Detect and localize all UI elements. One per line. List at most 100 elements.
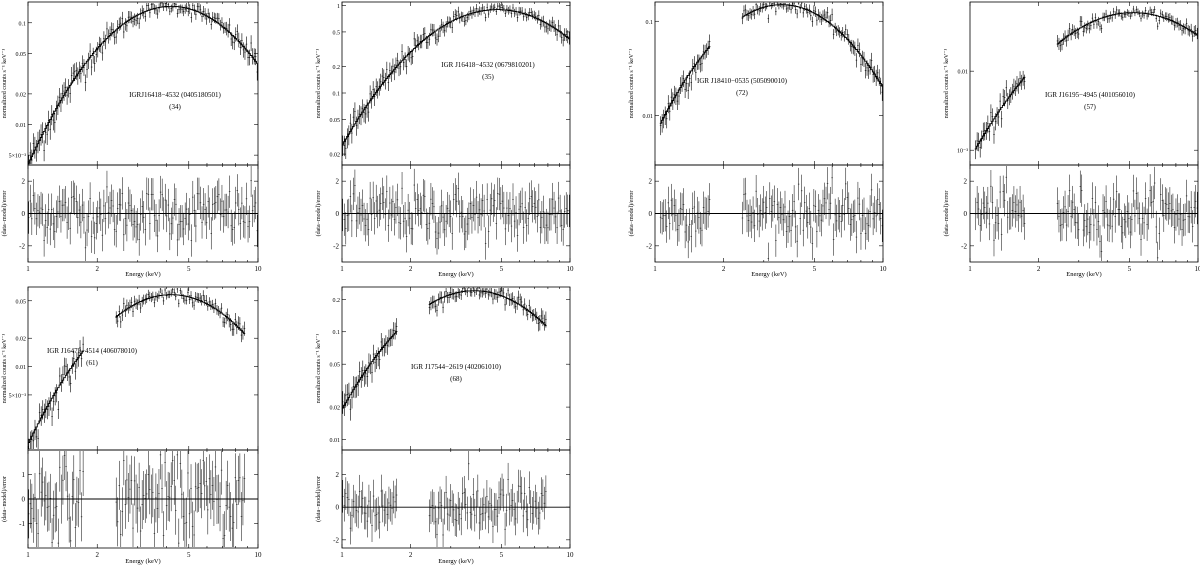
- y-tick-label: 1: [337, 4, 340, 10]
- y-axis-label: normalized counts s⁻¹ keV⁻¹: [944, 49, 950, 119]
- x-tick-label: 10: [567, 265, 575, 273]
- residual-y-tick-label: 0: [22, 496, 26, 504]
- x-tick-label: 5: [500, 551, 504, 559]
- y-tick-label: 0.5: [333, 30, 341, 36]
- y-tick-label: 10⁻³: [957, 149, 968, 155]
- x-tick-label: 10: [1195, 265, 1200, 273]
- residual-y-tick-label: 0: [336, 504, 340, 512]
- residual-axis-label: (data−model)/error: [943, 191, 950, 237]
- y-tick-label: 0.02: [16, 92, 27, 98]
- residual-y-tick-label: 0: [964, 210, 968, 218]
- x-tick-label: 1: [653, 265, 657, 273]
- residual-y-tick-label: 2: [336, 471, 340, 479]
- y-tick-label: 0.02: [16, 337, 27, 343]
- panel-1: 1 2 5 10 Energy (keV) 5×10⁻³ 0.01 0.02 0.05 0.1 -2…: [1, 1, 263, 278]
- residual-y-tick-label: -2: [333, 242, 339, 250]
- panel-number: (68): [450, 375, 462, 383]
- panel-label: IGR J16479−4514 (406078010): [47, 347, 138, 355]
- y-tick-label: 5×10⁻³: [9, 154, 27, 160]
- panel-number: (34): [169, 103, 181, 111]
- panel-number: (57): [1084, 103, 1096, 111]
- residual-axis-label: (data−model)/error: [315, 476, 322, 522]
- model-line: [342, 331, 398, 409]
- y-axis-label: normalized counts s⁻¹ keV⁻¹: [316, 334, 322, 404]
- x-tick-label: 1: [968, 265, 972, 273]
- residual-y-tick-label: 2: [649, 178, 653, 186]
- y-tick-label: 0.2: [333, 298, 341, 304]
- panel-label: IGR J16195−4945 (401056010): [1045, 91, 1136, 99]
- y-tick-label: 0.05: [16, 299, 27, 305]
- x-tick-label: 5: [813, 265, 817, 273]
- residual-y-tick-label: -2: [333, 536, 339, 544]
- model-line: [741, 4, 883, 87]
- spectrum-frame: [27, 286, 259, 451]
- x-tick-label: 1: [340, 551, 344, 559]
- residual-y-tick-label: 0: [649, 210, 653, 218]
- model-line: [428, 290, 547, 327]
- x-tick-label: 10: [880, 265, 888, 273]
- y-tick-label: 5×10⁻³: [9, 393, 27, 399]
- y-tick-label: 0.01: [16, 123, 27, 129]
- panel-4: 1 2 5 10 Energy (keV) 10⁻³ 0.01 -2 0 2 normalized …: [943, 1, 1200, 278]
- y-axis-label: normalized counts s⁻¹ keV⁻¹: [316, 49, 322, 119]
- x-tick-label: 10: [255, 265, 263, 273]
- residual-axis-label: (data−model)/error: [315, 191, 322, 237]
- y-tick-label: 0.01: [958, 70, 969, 76]
- x-tick-label: 5: [187, 551, 191, 559]
- x-axis-label: Energy (keV): [438, 558, 473, 565]
- residual-y-tick-label: -1: [19, 520, 25, 528]
- y-tick-label: 0.01: [330, 438, 341, 444]
- x-tick-label: 10: [255, 551, 263, 559]
- panel-label: IGR J18410−0535 (505090010): [697, 77, 788, 85]
- panel-2: 1 2 5 10 Energy (keV) 0.02 0.05 0.1 0.2 0.5 1 -2 0 2 n…: [315, 1, 575, 278]
- y-tick-label: 0.01: [643, 114, 654, 120]
- residual-y-tick-label: 1: [22, 471, 26, 479]
- y-axis-label: normalized counts s⁻¹ keV⁻¹: [2, 49, 8, 119]
- y-tick-label: 0.1: [19, 21, 27, 27]
- x-axis-label: Energy (keV): [438, 271, 473, 278]
- y-tick-label: 0.02: [330, 153, 341, 159]
- residual-y-tick-label: 2: [336, 178, 340, 186]
- residual-y-tick-label: 2: [22, 178, 26, 186]
- panel-number: (35): [482, 73, 494, 81]
- x-tick-label: 2: [409, 265, 413, 273]
- model-line: [974, 76, 1026, 150]
- model-line: [28, 350, 84, 443]
- y-tick-label: 0.1: [333, 330, 341, 336]
- x-tick-label: 2: [722, 265, 726, 273]
- residual-y-tick-label: -2: [961, 242, 967, 250]
- residual-y-tick-label: -2: [646, 242, 652, 250]
- x-tick-label: 2: [409, 551, 413, 559]
- residual-y-tick-label: 0: [22, 210, 26, 218]
- model-line: [342, 9, 570, 145]
- residual-y-tick-label: 2: [964, 178, 968, 186]
- y-tick-label: 0.05: [330, 118, 341, 124]
- panel-label: IGRJ16418−4532 (0405180501): [129, 91, 221, 99]
- y-tick-label: 0.01: [16, 365, 27, 371]
- residual-y-tick-label: -2: [19, 242, 25, 250]
- panel-3: 1 2 5 10 Energy (keV) 0.01 0.1 -2 0 2 normalized c…: [628, 1, 888, 278]
- y-tick-label: 0.05: [16, 52, 27, 58]
- y-tick-label: 0.1: [333, 92, 341, 98]
- x-tick-label: 1: [340, 265, 344, 273]
- y-axis-label: normalized counts s⁻¹ keV⁻¹: [2, 334, 8, 404]
- residual-frame: [341, 449, 571, 549]
- panel-label: IGR J17544−2619 (402061010): [411, 363, 502, 371]
- residual-axis-label: (data−model)/error: [1, 191, 8, 237]
- x-tick-label: 2: [1037, 265, 1041, 273]
- x-tick-label: 5: [500, 265, 504, 273]
- y-tick-label: 0.05: [330, 363, 341, 369]
- residual-axis-label: (data−model)/error: [628, 191, 635, 237]
- x-axis-label: Energy (keV): [751, 271, 786, 278]
- y-tick-label: 0.02: [330, 406, 341, 412]
- panel-number: (72): [736, 89, 748, 97]
- x-axis-label: Energy (keV): [125, 558, 160, 565]
- x-tick-label: 2: [95, 551, 99, 559]
- residual-axis-label: (data−model)/error: [1, 476, 8, 522]
- residual-y-tick-label: 0: [336, 210, 340, 218]
- panel-5: 1 2 5 10 Energy (keV) 5×10⁻³ 0.01 0.02 0.05 -1 0 1 n…: [1, 286, 263, 565]
- x-tick-label: 5: [1128, 265, 1132, 273]
- x-axis-label: Energy (keV): [1066, 271, 1101, 278]
- x-tick-label: 1: [26, 551, 30, 559]
